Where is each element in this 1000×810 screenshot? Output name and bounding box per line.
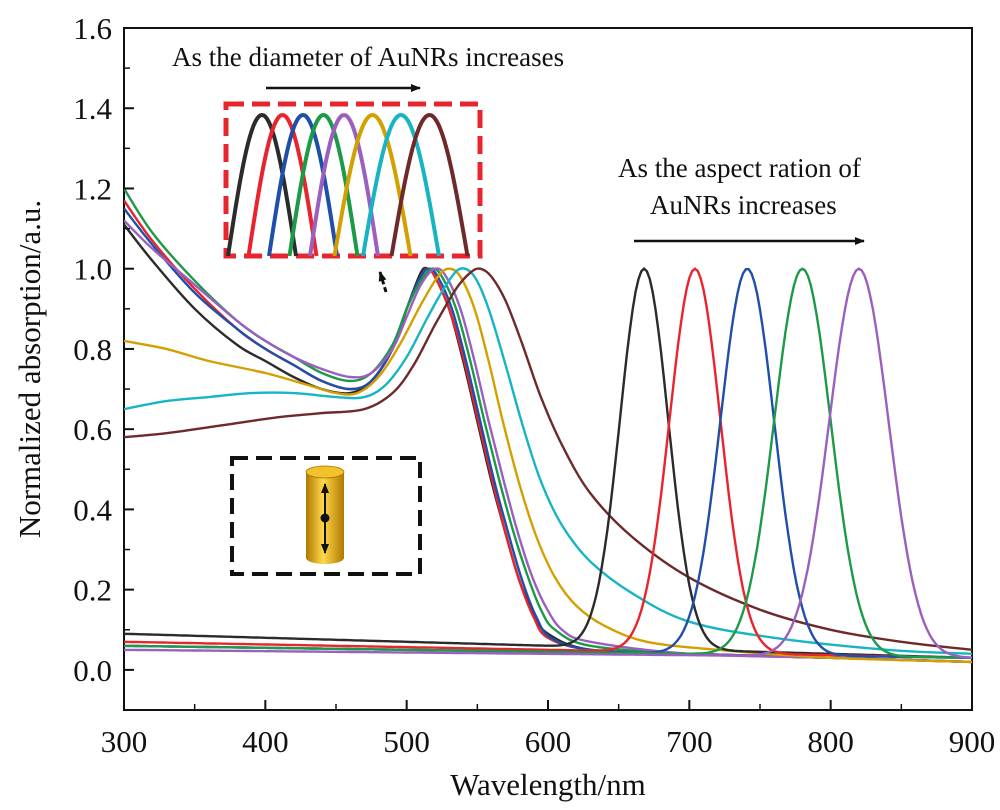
- x-tick-label: 400: [242, 724, 289, 759]
- y-tick-label: 1.2: [73, 171, 112, 206]
- transverse-curve: [124, 267, 972, 651]
- aspect-annotation-line2: AuNRs increases: [650, 190, 837, 220]
- nanorod-box: [230, 456, 422, 576]
- y-tick-label: 0.6: [73, 412, 112, 447]
- inset-peak: [226, 112, 298, 257]
- y-tick-label: 0.8: [73, 332, 112, 367]
- plot-area: [124, 187, 972, 664]
- y-tick-label: 1.6: [73, 11, 112, 46]
- aspect-annotation-line1: As the aspect ration of: [618, 153, 861, 183]
- longitudinal-curve: [124, 267, 972, 659]
- transverse-curve: [124, 199, 972, 664]
- x-axis-title: Wavelength/nm: [450, 767, 646, 802]
- longitudinal-curve: [124, 267, 972, 659]
- y-tick-label: 0.4: [73, 492, 112, 527]
- x-tick-label: 600: [525, 724, 572, 759]
- transverse-curve: [124, 219, 972, 664]
- x-tick-label: 900: [949, 724, 996, 759]
- transverse-curve: [124, 207, 972, 664]
- inset-peak: [246, 112, 319, 257]
- x-tick-label: 800: [807, 724, 854, 759]
- nanorod-illustration: [230, 456, 422, 576]
- y-tick-label: 1.4: [73, 91, 112, 126]
- y-tick-label: 1.0: [73, 252, 112, 287]
- y-axis-title: Normalized absorption/a.u.: [12, 200, 47, 538]
- inset-peak: [267, 112, 339, 257]
- inset-pointer-arrow: [378, 271, 388, 293]
- y-tick-label: 0.0: [73, 653, 112, 688]
- inset-peak: [389, 112, 470, 257]
- nanorod-top: [305, 465, 345, 479]
- transverse-curve: [124, 187, 972, 664]
- inset-peak: [308, 112, 380, 257]
- transverse-curve: [124, 267, 972, 655]
- longitudinal-curve: [124, 268, 972, 659]
- longitudinal-curves: [124, 267, 972, 659]
- longitudinal-curve: [124, 267, 972, 659]
- y-axis-ticks: 0.0 0.2 0.4 0.6 0.8 1.0 1.2 1.4 1.6: [73, 11, 134, 688]
- x-tick-label: 700: [666, 724, 713, 759]
- inset-peak: [332, 112, 413, 257]
- dipole-center-icon: [320, 513, 330, 523]
- y-tick-label: 0.2: [73, 573, 112, 608]
- inset-peak: [361, 112, 441, 257]
- inset-peaks: [226, 112, 470, 257]
- x-tick-label: 300: [101, 724, 148, 759]
- diameter-annotation: As the diameter of AuNRs increases: [172, 42, 564, 72]
- x-axis-ticks: 300 400 500 600 700 800 900: [101, 700, 996, 759]
- transverse-curve: [124, 223, 972, 664]
- longitudinal-curve: [124, 267, 972, 659]
- x-tick-label: 500: [383, 724, 430, 759]
- transverse-curve: [124, 267, 972, 664]
- transverse-curves: [124, 187, 972, 664]
